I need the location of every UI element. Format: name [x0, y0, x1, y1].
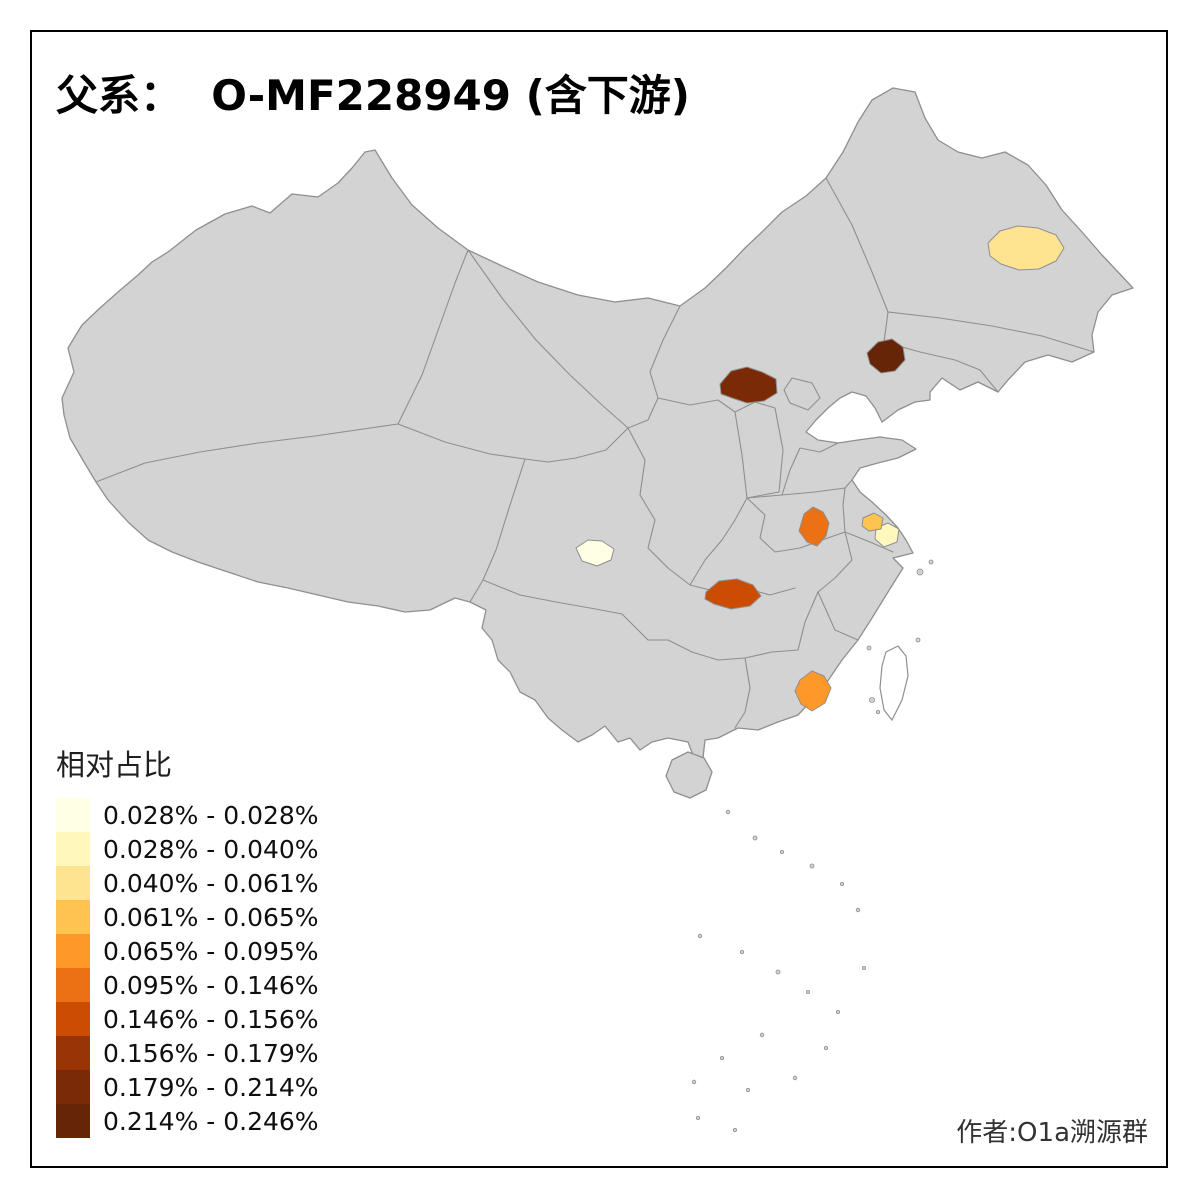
legend-row: 0.095% - 0.146%: [56, 968, 319, 1002]
region-east-central: [798, 506, 830, 547]
region-north: [719, 366, 778, 404]
highlighted-regions: [575, 225, 1065, 712]
legend-rows: 0.028% - 0.028% 0.028% - 0.040% 0.040% -…: [56, 798, 319, 1138]
legend-swatch: [56, 1036, 90, 1070]
region-west-central-basin: [575, 539, 615, 567]
region-central-south: [704, 578, 762, 610]
legend-label: 0.146% - 0.156%: [103, 1004, 319, 1034]
author-credit: 作者:O1a溯源群: [956, 1118, 1148, 1148]
legend-row: 0.040% - 0.061%: [56, 866, 319, 900]
south-china-sea-islets: [691, 559, 934, 1133]
legend-label: 0.095% - 0.146%: [103, 970, 319, 1000]
legend-row: 0.146% - 0.156%: [56, 1002, 319, 1036]
legend-swatch: [56, 1104, 90, 1138]
legend-label: 0.065% - 0.095%: [103, 936, 319, 966]
legend-label: 0.028% - 0.028%: [103, 800, 319, 830]
taiwan-island: [879, 645, 909, 722]
region-northeast: [987, 225, 1065, 271]
region-south-coast: [794, 670, 832, 712]
legend-row: 0.179% - 0.214%: [56, 1070, 319, 1104]
legend-label: 0.061% - 0.065%: [103, 902, 319, 932]
legend-label: 0.156% - 0.179%: [103, 1038, 319, 1068]
province-borders: [95, 177, 1095, 729]
legend-row: 0.156% - 0.179%: [56, 1036, 319, 1070]
hainan-island: [665, 751, 713, 799]
legend-swatch: [56, 1070, 90, 1104]
legend-label: 0.214% - 0.246%: [103, 1106, 319, 1136]
legend-swatch: [56, 1002, 90, 1036]
mainland-outline: [61, 87, 1134, 759]
legend-row: 0.028% - 0.040%: [56, 832, 319, 866]
region-northeast-coastal: [866, 338, 906, 374]
legend-row: 0.061% - 0.065%: [56, 900, 319, 934]
plot-frame-border: [30, 30, 1168, 1168]
legend-label: 0.040% - 0.061%: [103, 868, 319, 898]
legend-title: 相对占比: [56, 748, 173, 782]
legend-row: 0.028% - 0.028%: [56, 798, 319, 832]
legend: 相对占比 0.028% - 0.028% 0.028% - 0.040% 0.0…: [56, 742, 319, 1138]
legend-swatch: [56, 832, 90, 866]
legend-label: 0.179% - 0.214%: [103, 1072, 319, 1102]
legend-swatch: [56, 866, 90, 900]
legend-swatch: [56, 968, 90, 1002]
legend-swatch: [56, 934, 90, 968]
legend-row: 0.065% - 0.095%: [56, 934, 319, 968]
mainland-shape: [61, 87, 1134, 759]
legend-swatch: [56, 798, 90, 832]
region-east-coast-orange: [861, 512, 884, 532]
map-title: 父系： O-MF228949 (含下游): [56, 71, 690, 120]
legend-label: 0.028% - 0.040%: [103, 834, 319, 864]
legend-swatch: [56, 900, 90, 934]
legend-row: 0.214% - 0.246%: [56, 1104, 319, 1138]
